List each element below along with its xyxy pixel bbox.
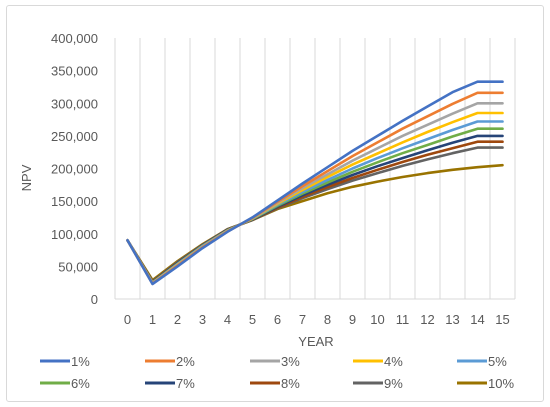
x-tick-label: 10 [370,312,384,327]
y-tick-label: 400,000 [51,31,98,46]
legend-label: 5% [488,354,507,369]
x-tick-label: 11 [396,312,410,327]
y-tick-label: 250,000 [51,129,98,144]
legend-label: 2% [176,354,195,369]
y-axis-ticks: 0 50,000 100,000 150,000 200,000 250,000 300,0… [51,31,98,307]
legend-item: 5% [457,354,507,369]
x-tick-label: 12 [420,312,434,327]
legend-label: 7% [176,376,195,391]
legend-label: 3% [281,354,300,369]
x-axis-ticks: 0 1 2 3 4 5 6 7 8 9 10 11 12 13 14 15 [124,312,510,327]
y-tick-label: 300,000 [51,96,98,111]
legend-item: 6% [40,376,90,391]
legend-label: 6% [71,376,90,391]
legend-item: 8% [250,376,300,391]
y-tick-label: 350,000 [51,64,98,79]
legend-label: 8% [281,376,300,391]
x-tick-label: 13 [445,312,459,327]
series-line-1pct [126,80,504,286]
x-tick-label: 14 [470,312,484,327]
legend-item: 7% [145,376,195,391]
x-tick-label: 3 [199,312,206,327]
x-tick-label: 15 [495,312,509,327]
legend-label: 4% [384,354,403,369]
x-tick-label: 0 [124,312,131,327]
x-tick-label: 5 [249,312,256,327]
x-tick-label: 4 [224,312,231,327]
legend-item: 2% [145,354,195,369]
y-tick-label: 0 [91,292,98,307]
y-tick-label: 100,000 [51,227,98,242]
legend-item: 4% [353,354,403,369]
legend-item: 1% [40,354,90,369]
x-tick-label: 2 [174,312,181,327]
legend: 1% 2% 3% 4% 5% 6% 7% 8% 9% 10% [40,354,514,391]
legend-item: 10% [457,376,514,391]
y-tick-label: 200,000 [51,162,98,177]
x-tick-label: 6 [274,312,281,327]
legend-label: 10% [488,376,514,391]
y-tick-label: 150,000 [51,194,98,209]
x-axis-title: YEAR [298,334,333,349]
legend-label: 9% [384,376,403,391]
x-tick-label: 7 [299,312,306,327]
series-lines [126,80,504,286]
x-tick-label: 1 [149,312,156,327]
x-tick-label: 9 [349,312,356,327]
x-tick-label: 8 [324,312,331,327]
y-tick-label: 50,000 [58,259,98,274]
y-axis-title: NPV [19,164,34,191]
legend-item: 9% [353,376,403,391]
legend-label: 1% [71,354,90,369]
legend-item: 3% [250,354,300,369]
